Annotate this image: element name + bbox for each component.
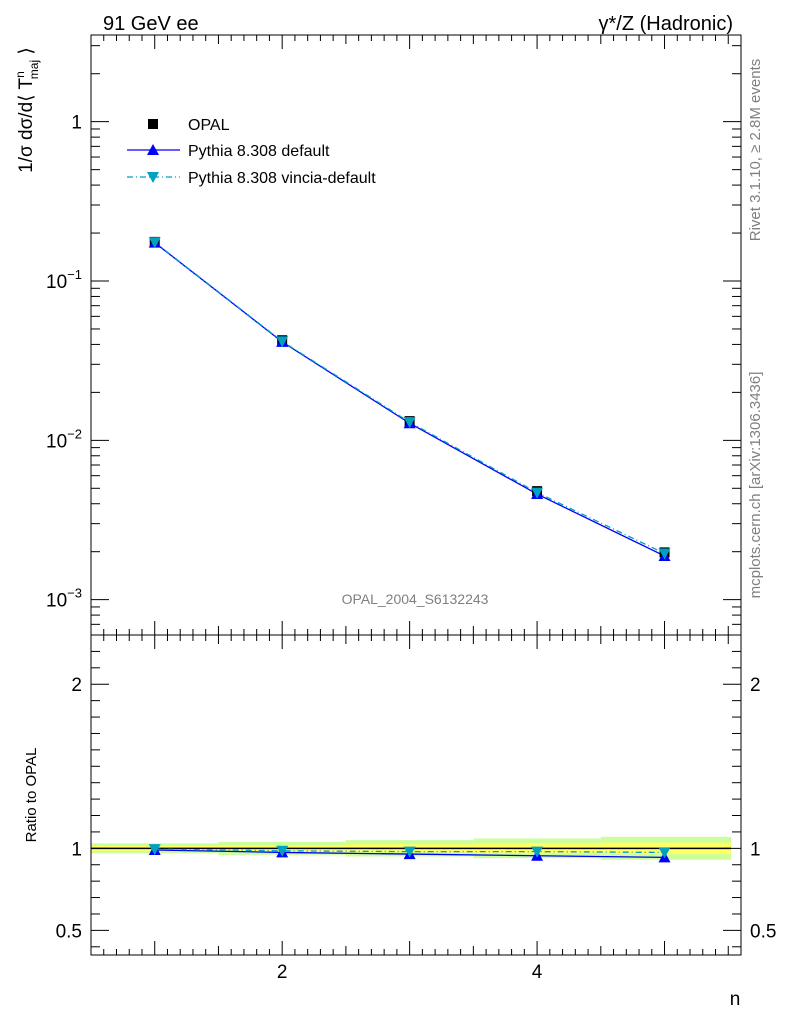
ratio-vincia-point xyxy=(276,845,289,857)
x-axis-label: n xyxy=(730,989,741,1010)
data-series xyxy=(148,236,671,863)
legend-vincia-marker xyxy=(147,172,159,183)
header-left-title: 91 GeV ee xyxy=(103,13,199,35)
ratio-y-tick-label-right: 2 xyxy=(750,675,761,696)
header-right-title: γ*/Z (Hadronic) xyxy=(599,13,733,35)
legend-opal-marker xyxy=(148,119,158,129)
pythia-vincia-point xyxy=(658,548,671,560)
mcplots-credit-text: mcplots.cern.ch [arXiv:1306.3436] xyxy=(747,372,764,599)
pythia-vincia-point xyxy=(276,336,289,348)
y-tick-label: 1 xyxy=(71,113,82,134)
y-tick-label: 10−2 xyxy=(46,426,82,452)
legend-label: Pythia 8.308 vincia-default xyxy=(188,170,376,187)
ratio-y-tick-label: 1 xyxy=(71,839,82,860)
legend-label: OPAL xyxy=(188,117,230,134)
ratio-vincia-point xyxy=(658,847,671,859)
ratio-y-tick-label-right: 1 xyxy=(750,839,761,860)
ylabel-prefix: 1/σ dσ/d⟨ T xyxy=(16,78,37,173)
pythia-vincia-point xyxy=(148,237,161,249)
ratio-y-tick-label: 0.5 xyxy=(56,921,82,942)
x-tick-label: 4 xyxy=(532,962,543,983)
pythia-default-line xyxy=(154,242,665,557)
y-tick-label: 10−3 xyxy=(46,586,82,612)
ratio-panel-frame xyxy=(90,634,742,956)
pythia-vincia-point xyxy=(531,487,544,499)
legend: OPAL Pythia 8.308 default Pythia 8.308 vin… xyxy=(127,117,376,187)
rivet-version-text: Rivet 3.1.10, ≥ 2.8M events xyxy=(747,59,764,242)
ratio-vincia-point xyxy=(403,846,416,858)
pythia-vincia-line xyxy=(154,241,665,555)
ratio-vincia-point xyxy=(148,844,161,856)
ratio-y-tick-label: 2 xyxy=(71,675,82,696)
svg-text:1/σ dσ/d⟨ Tnmaj ⟩: 1/σ dσ/d⟨ Tnmaj ⟩ xyxy=(13,47,41,173)
axes: 2 4 1 10−1 10−2 10−3 2 2 1 1 0.5 0.5 xyxy=(46,34,776,983)
analysis-watermark: OPAL_2004_S6132243 xyxy=(342,591,489,607)
ratio-y-axis-label: Ratio to OPAL xyxy=(23,748,40,843)
ratio-y-tick-label-right: 0.5 xyxy=(750,921,776,942)
ratio-vincia-point xyxy=(531,846,544,858)
legend-default-marker xyxy=(147,144,159,155)
pythia-vincia-point xyxy=(403,417,416,429)
x-tick-label: 2 xyxy=(277,962,288,983)
legend-label: Pythia 8.308 default xyxy=(188,143,330,160)
y-tick-label: 10−1 xyxy=(46,267,82,293)
main-y-axis-label: 1/σ dσ/d⟨ Tnmaj ⟩ xyxy=(13,47,41,173)
